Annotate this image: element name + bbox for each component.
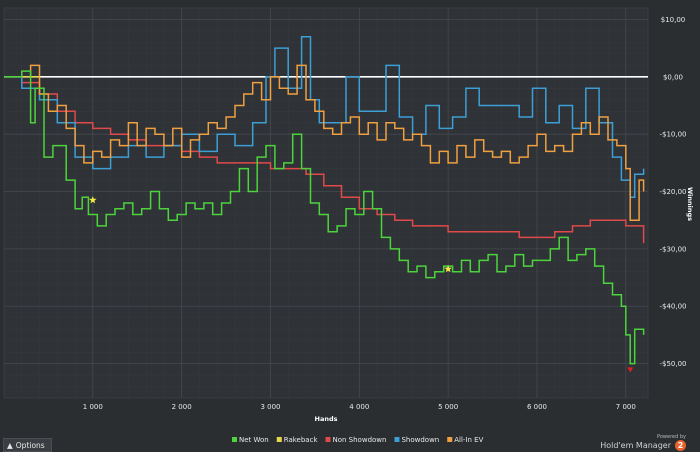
legend-label: All-In EV: [454, 436, 483, 444]
brand-badge-icon: 2: [675, 440, 686, 451]
x-tick-label: 1 000: [83, 403, 103, 411]
brand-name: Hold'em Manager: [600, 441, 671, 450]
brand: Powered by Hold'em Manager 2: [600, 434, 686, 451]
x-tick-label: 7 000: [616, 403, 636, 411]
y-tick-label: -$50,00: [659, 360, 686, 368]
legend-swatch: [232, 437, 237, 442]
series-line-non-showdown: [4, 76, 645, 244]
legend: Net Won Rakeback Non Showdown Showdown All-I…: [232, 436, 484, 444]
x-tick-label: 4 000: [349, 403, 369, 411]
options-label: Options: [15, 440, 45, 450]
legend-label: Non Showdown: [333, 436, 387, 444]
legend-swatch: [394, 437, 400, 442]
y-tick-label: $10,00: [661, 16, 686, 24]
y-tick-label: $0,00: [663, 73, 683, 81]
options-button[interactable]: ▲ Options: [3, 438, 52, 452]
legend-swatch: [276, 437, 282, 442]
triangle-up-icon: ▲: [7, 440, 13, 450]
x-tick-labels: 1 000 2 000 3 000 4 000 5 000 6 000 7 000: [83, 403, 636, 411]
x-axis-title: Hands: [315, 415, 338, 423]
legend-swatch: [325, 437, 331, 442]
y-tick-label: -$30,00: [659, 245, 686, 253]
legend-label: Showdown: [401, 436, 439, 444]
grid: [3, 7, 648, 399]
x-tick-label: 3 000: [260, 403, 280, 411]
series-line-net-won: [4, 70, 645, 365]
series-layer: [4, 35, 645, 365]
y-tick-label: -$20,00: [659, 188, 686, 196]
y-tick-label: -$40,00: [659, 303, 686, 311]
series-line-all-in-ev: [4, 64, 645, 221]
y-axis-title: Winnings: [686, 187, 694, 221]
legend-label: Rakeback: [284, 436, 319, 444]
min-marker: [627, 367, 634, 373]
x-tick-label: 2 000: [172, 403, 192, 411]
powered-by-label: Powered by: [657, 434, 686, 440]
marker-layer: [89, 196, 634, 373]
star-marker: [444, 265, 452, 273]
legend-swatch: [447, 437, 453, 442]
y-tick-label: -$10,00: [659, 131, 686, 139]
y-tick-labels: $10,00 $0,00 -$10,00 -$20,00 -$30,00 -$40,00 -…: [659, 16, 686, 368]
x-tick-label: 6 000: [527, 403, 547, 411]
legend-label: Net Won: [239, 436, 269, 444]
star-marker: [89, 196, 97, 204]
x-tick-label: 5 000: [438, 403, 458, 411]
